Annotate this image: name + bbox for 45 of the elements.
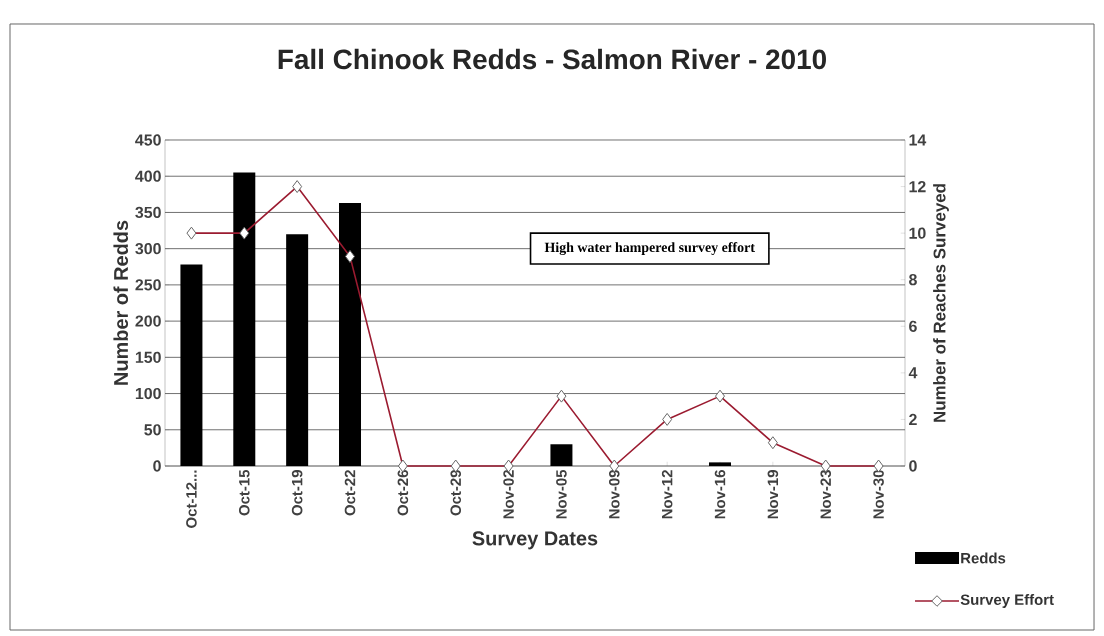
y-tick-label: 300 (135, 243, 161, 255)
legend-label: Redds (961, 552, 1006, 564)
x-tick-label: Oct-12... (186, 470, 197, 528)
x-tick-label: Oct-22 (344, 470, 356, 516)
y2-tick-label: 0 (909, 460, 917, 472)
x-axis-title: Survey Dates (472, 531, 598, 550)
bar (233, 172, 256, 466)
bar (339, 203, 361, 466)
bar (550, 444, 573, 466)
x-tick-label: Nov-02 (503, 470, 514, 519)
y-tick-label: 350 (135, 206, 161, 219)
legend-label: Survey Effort (960, 594, 1054, 608)
bar (286, 234, 309, 466)
y2-tick-label: 6 (909, 320, 917, 332)
x-tick-label: Nov-16 (714, 470, 726, 519)
x-tick-label: Oct-26 (397, 470, 409, 516)
x-tick-label: Nov-23 (820, 470, 832, 519)
x-tick-label: Oct-19 (291, 470, 303, 516)
y2-tick-label: 2 (909, 413, 917, 425)
y-tick-label: 250 (135, 279, 161, 291)
y2-tick-label: 8 (909, 274, 917, 286)
x-tick-label: Nov-30 (873, 470, 884, 519)
y-tick-label: 0 (153, 460, 161, 472)
y2-tick-label: 12 (909, 181, 926, 193)
y-tick-label: 150 (135, 351, 161, 363)
bar (709, 462, 732, 466)
chart-title: Fall Chinook Redds - Salmon River - 2010 (278, 48, 826, 70)
x-tick-label: Oct-15 (239, 469, 250, 516)
y-tick-label: 200 (135, 315, 161, 327)
y2-axis-title: Number of Reaches Surveyed (933, 184, 949, 422)
x-tick-label: Nov-12 (661, 470, 673, 519)
y2-tick-label: 14 (909, 134, 927, 146)
bar (180, 264, 203, 466)
x-tick-label: Nov-09 (609, 470, 620, 519)
y-tick-label: 450 (135, 134, 161, 146)
x-tick-label: Oct-29 (450, 470, 461, 516)
y2-tick-label: 4 (908, 367, 918, 379)
x-tick-label: Nov-05 (556, 469, 567, 519)
y-tick-label: 50 (144, 424, 161, 436)
y-tick-label: 400 (135, 170, 161, 182)
y-axis-title: Number of Redds (113, 220, 129, 385)
annotation: High water hampered survey effort (544, 242, 755, 255)
x-tick-label: Nov-19 (767, 470, 779, 519)
y2-tick-label: 10 (909, 227, 926, 239)
y-tick-label: 100 (135, 387, 161, 400)
